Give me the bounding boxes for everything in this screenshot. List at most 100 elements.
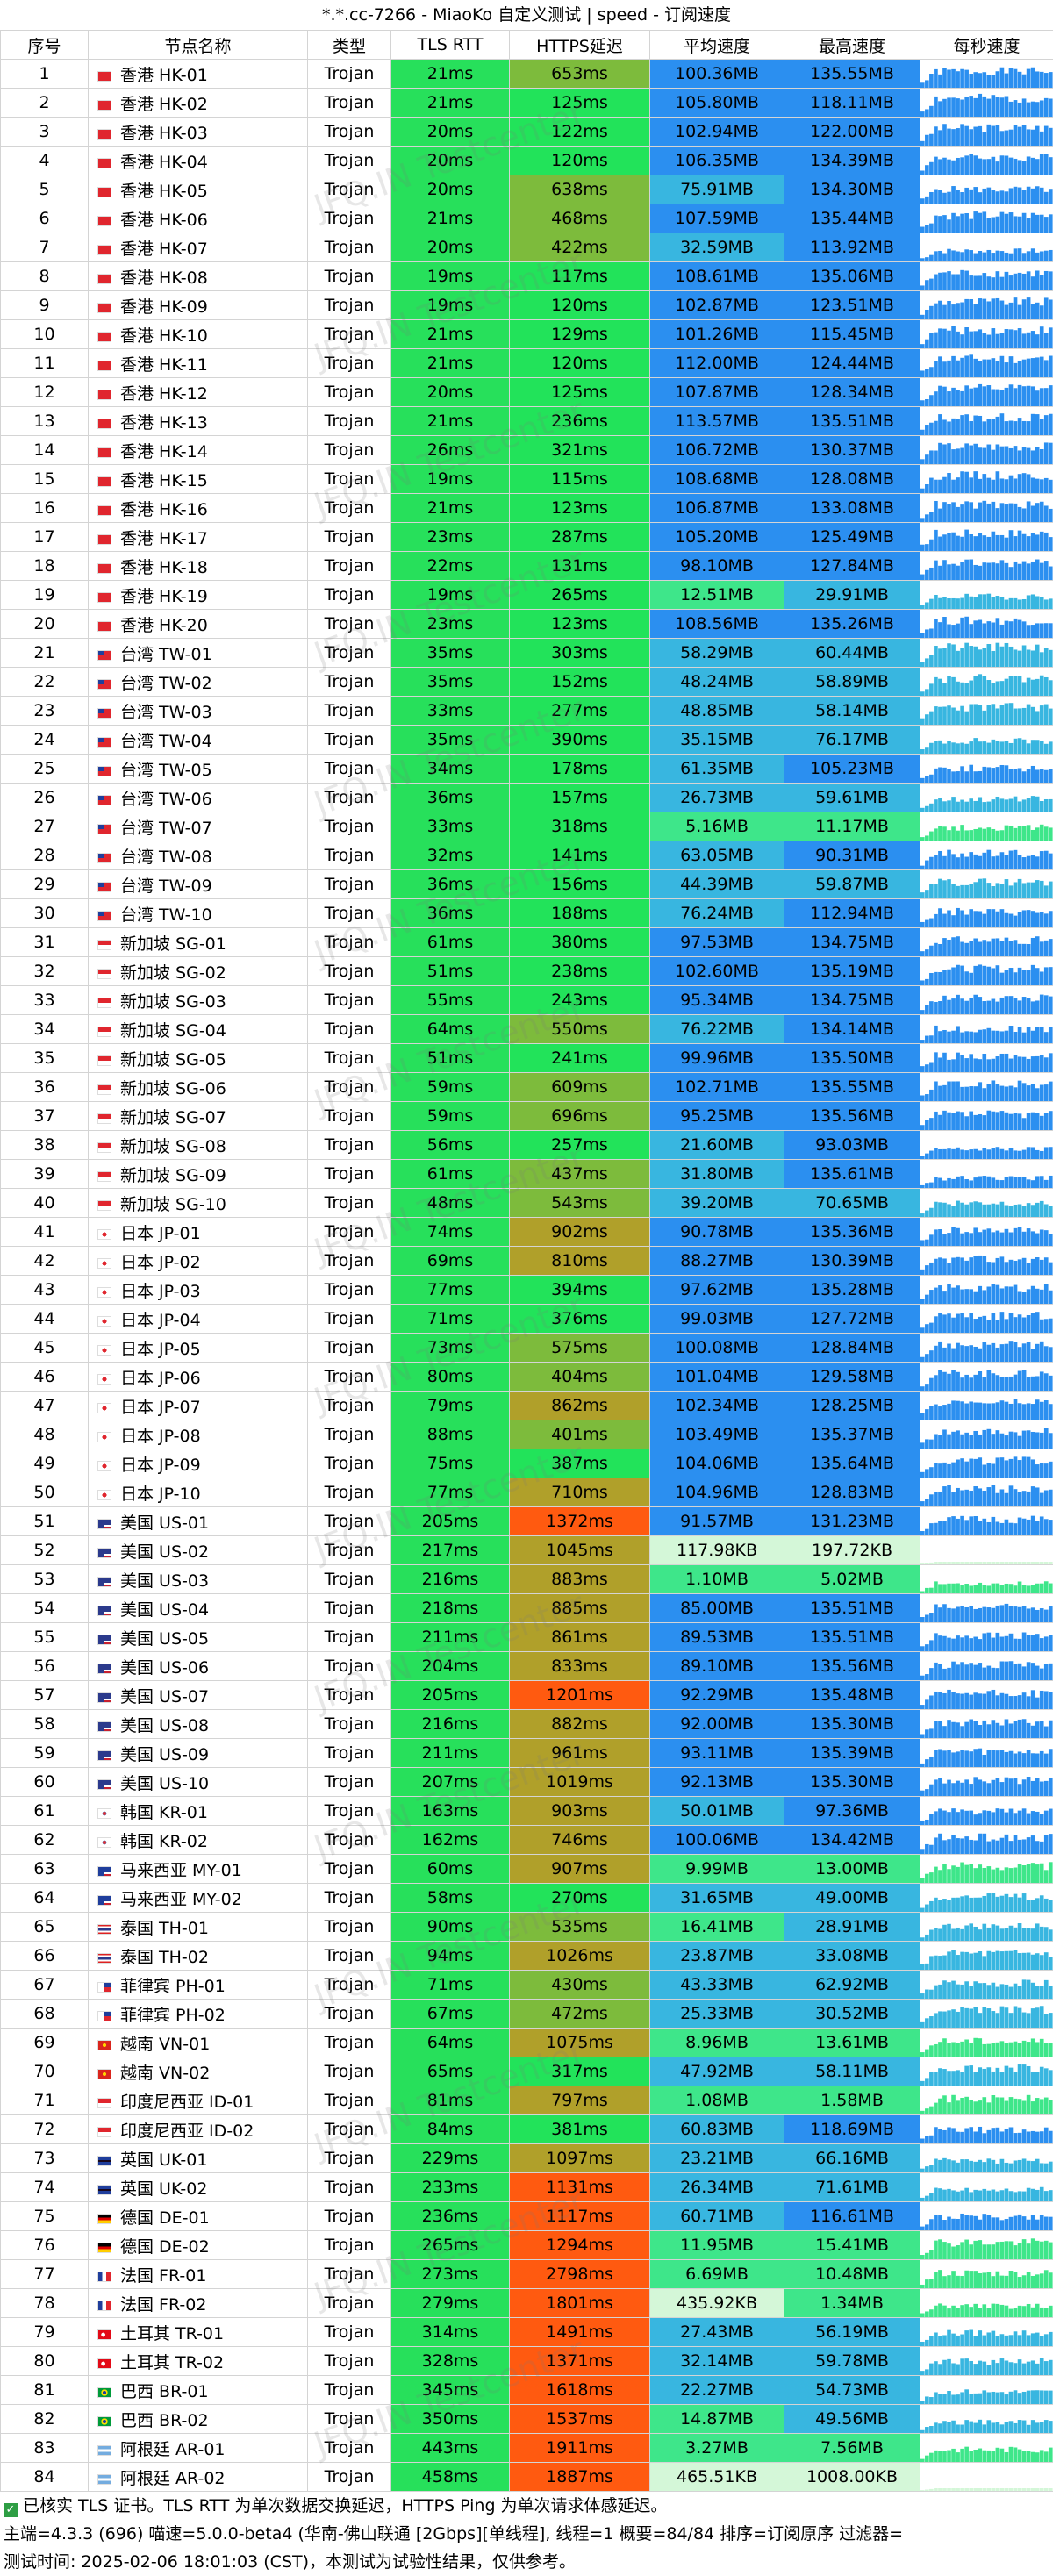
sparkline-bar <box>1009 356 1014 377</box>
sparkline-bar <box>920 370 925 377</box>
sparkline-bar <box>1040 1638 1044 1651</box>
sparkline-bar <box>920 1676 925 1680</box>
flag-my-icon <box>97 1866 111 1877</box>
cell-type: Trojan <box>308 320 391 349</box>
sparkline-bar <box>1022 2158 1027 2172</box>
sparkline-bar <box>1014 1606 1018 1622</box>
sparkline-bar <box>992 2276 996 2288</box>
cell-per-second-graph <box>920 928 1053 957</box>
footer-tls-note: ✓已核实 TLS 证书。TLS RTT 为单次数据交换延迟，HTTPS Ping… <box>4 2492 1053 2520</box>
sparkline-bar <box>1027 1814 1031 1825</box>
sparkline-bar <box>960 2488 964 2491</box>
sparkline-bar <box>1027 910 1031 927</box>
sparkline-bar <box>942 2306 947 2317</box>
sparkline-bar <box>969 1585 973 1593</box>
sparkline-bar <box>934 2241 938 2259</box>
sparkline-bar <box>1022 421 1027 435</box>
cell-tls-rtt: 88ms <box>391 1420 510 1449</box>
flag-uk-icon <box>97 2156 111 2166</box>
cell-index: 64 <box>1 1884 89 1913</box>
sparkline-bar <box>1009 1778 1014 1796</box>
sparkline-bar <box>996 1056 1000 1072</box>
sparkline-bar <box>925 1935 929 1941</box>
node-name-text: 日本 JP-06 <box>120 1369 201 1388</box>
sparkline-bar <box>1018 1986 1022 1999</box>
sparkline-bar <box>1044 2451 1049 2462</box>
cell-tls-rtt: 75ms <box>391 1449 510 1478</box>
sparkline-bar <box>978 2100 982 2114</box>
cell-per-second-graph <box>920 1594 1053 1623</box>
sparkline-bar <box>925 747 929 754</box>
sparkline-bar <box>947 705 951 725</box>
sparkline-bar <box>973 416 978 435</box>
sparkline-bar <box>1009 1313 1014 1333</box>
sparkline-bar <box>1009 2335 1014 2346</box>
node-name-text: 香港 HK-06 <box>120 211 208 230</box>
sparkline-bar <box>929 775 934 783</box>
sparkline-bar <box>964 299 969 319</box>
sparkline-bar <box>960 2358 964 2375</box>
sparkline-bar <box>1014 100 1018 117</box>
sparkline-bar <box>1018 1518 1022 1535</box>
sparkline-bar <box>1049 2217 1053 2230</box>
sparkline-bar <box>992 1343 996 1362</box>
sparkline-bar <box>960 448 964 464</box>
cell-index: 17 <box>1 523 89 552</box>
sparkline-bar <box>947 1780 951 1796</box>
sparkline-bar <box>992 450 996 464</box>
sparkline-bar <box>925 2136 929 2143</box>
sparkline-bar <box>978 705 982 725</box>
sparkline-bar <box>1022 2275 1027 2288</box>
sparkline-bar <box>942 1784 947 1796</box>
cell-avg-speed: 97.62MB <box>650 1276 784 1305</box>
cell-node-name: 美国 US-04 <box>89 1594 308 1623</box>
cell-node-name: 法国 FR-02 <box>89 2289 308 2318</box>
cell-node-name: 美国 US-05 <box>89 1623 308 1652</box>
sparkline-bar <box>973 911 978 927</box>
cell-avg-speed: 58.29MB <box>650 639 784 668</box>
sparkline-bar <box>934 2158 938 2172</box>
cell-type: Trojan <box>308 2029 391 2057</box>
sparkline-bar <box>1035 1113 1040 1130</box>
cell-type: Trojan <box>308 1015 391 1044</box>
sparkline-bar <box>964 213 969 233</box>
sparkline-bar <box>938 2336 942 2346</box>
sparkline-bar <box>956 2043 960 2057</box>
sparkline-bar <box>978 1608 982 1622</box>
sparkline-bar <box>942 1693 947 1709</box>
sparkline-bar <box>934 1837 938 1854</box>
cell-index: 71 <box>1 2086 89 2115</box>
sparkline-bar <box>1031 1113 1035 1130</box>
sparkline-bar <box>1040 2308 1044 2317</box>
cell-https-delay: 387ms <box>510 1449 650 1478</box>
sparkline-bar <box>1014 297 1018 319</box>
sparkline-bar <box>1035 2132 1040 2143</box>
sparkline-bar <box>960 1313 964 1333</box>
sparkline-bar <box>929 2397 934 2404</box>
cell-type: Trojan <box>308 1652 391 1681</box>
sparkline-bar <box>925 80 929 88</box>
sparkline-bar <box>978 566 982 580</box>
sparkline-bar <box>1000 2131 1005 2143</box>
cell-avg-speed: 50.01MB <box>650 1797 784 1826</box>
per-second-sparkline <box>920 378 1053 406</box>
sparkline-bar <box>1000 1312 1005 1333</box>
per-second-sparkline <box>920 668 1053 696</box>
sparkline-bar <box>978 2240 982 2259</box>
sparkline-bar <box>1027 1837 1031 1854</box>
sparkline-bar <box>929 1668 934 1680</box>
sparkline-bar <box>973 966 978 985</box>
cell-https-delay: 120ms <box>510 147 650 175</box>
sparkline-bar <box>951 1783 956 1796</box>
sparkline-bar <box>1031 276 1035 290</box>
cell-avg-speed: 102.34MB <box>650 1392 784 1420</box>
sparkline-bar <box>925 1120 929 1130</box>
sparkline-bar <box>938 2394 942 2404</box>
cell-tls-rtt: 61ms <box>391 1160 510 1189</box>
sparkline-bar <box>934 595 938 609</box>
sparkline-bar <box>969 830 973 841</box>
sparkline-bar <box>956 1722 960 1738</box>
